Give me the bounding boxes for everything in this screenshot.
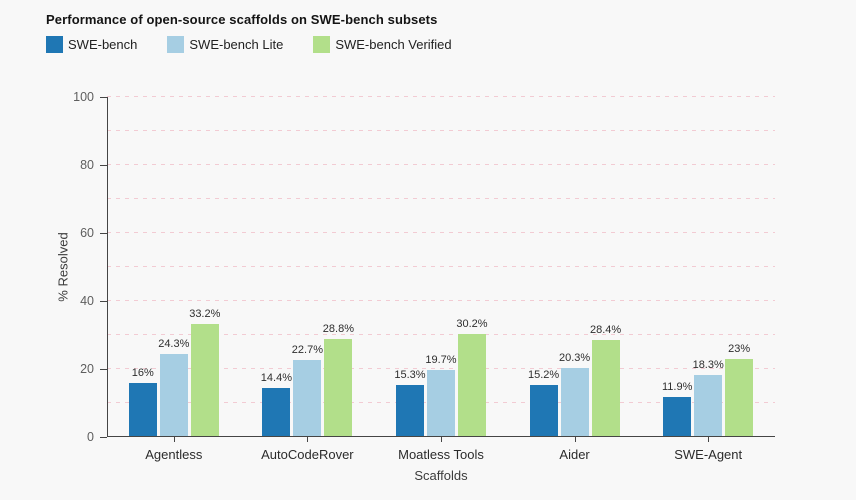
bar-value-label: 22.7% xyxy=(291,343,323,356)
x-axis-line xyxy=(107,436,775,437)
legend-item-swe-bench-verified: SWE-bench Verified xyxy=(313,36,452,53)
gridline xyxy=(107,96,775,97)
bar-swe-bench: 15.3% xyxy=(394,369,426,437)
bar-swe-bench-lite: 20.3% xyxy=(559,352,590,437)
legend-swatch xyxy=(167,36,185,53)
bar-group-autocoderover: 14.4% 22.7% 28.8% AutoCodeRover xyxy=(261,97,354,462)
y-axis-tick xyxy=(100,232,107,234)
legend: SWE-bench SWE-bench Lite SWE-bench Verifie… xyxy=(46,36,452,53)
y-axis-tick-label: 20 xyxy=(80,362,94,376)
gridline xyxy=(107,266,775,267)
gridline xyxy=(107,368,775,369)
legend-label: SWE-bench Verified xyxy=(335,37,452,52)
x-axis-tick xyxy=(307,437,309,442)
bar-group-moatless-tools: 15.3% 19.7% 30.2% Moatless Tools xyxy=(394,97,488,462)
x-axis-category-label: Agentless xyxy=(145,447,203,462)
gridline xyxy=(107,300,775,301)
y-axis-tick xyxy=(100,368,107,370)
bar-value-label: 28.4% xyxy=(589,324,622,337)
bar-swe-bench-verified: 28.4% xyxy=(590,324,621,437)
legend-item-swe-bench: SWE-bench xyxy=(46,36,137,53)
bar-group-swe-agent: 11.9% 18.3% 23% SWE-Agent xyxy=(662,97,754,462)
gridline xyxy=(107,232,775,233)
y-axis-tick xyxy=(100,164,107,166)
bar-swe-bench: 11.9% xyxy=(662,381,692,437)
chart-title: Performance of open-source scaffolds on … xyxy=(46,12,438,27)
bar-value-label: 11.9% xyxy=(661,380,693,393)
bar-value-label: 23% xyxy=(728,342,751,355)
x-axis-category-label: SWE-Agent xyxy=(674,447,743,462)
legend-label: SWE-bench xyxy=(68,37,138,52)
bar-value-label: 19.7% xyxy=(425,354,457,367)
legend-item-swe-bench-lite: SWE-bench Lite xyxy=(167,36,283,53)
bar-swe-bench-lite: 22.7% xyxy=(292,344,323,437)
x-axis-category-label: AutoCodeRover xyxy=(261,447,354,462)
plot-area: 0 20 40 60 80 100 16% 24.3% 33.2% Agentless 14.4%… xyxy=(73,90,775,462)
legend-swatch xyxy=(313,36,331,53)
bar-group-agentless: 16% 24.3% 33.2% Agentless xyxy=(128,97,220,462)
bar-swe-bench-lite: 18.3% xyxy=(693,359,724,437)
bar-value-label: 15.2% xyxy=(527,369,560,382)
bar-group-aider: 15.2% 20.3% 28.4% Aider xyxy=(528,97,621,462)
y-axis-title: % Resolved xyxy=(55,232,71,302)
gridline xyxy=(107,334,775,335)
bar-value-label: 20.3% xyxy=(558,351,591,364)
gridline xyxy=(107,130,775,131)
gridline xyxy=(107,164,775,165)
legend-label: SWE-bench Lite xyxy=(189,37,284,52)
y-axis-tick-label: 100 xyxy=(73,90,94,104)
legend-swatch xyxy=(46,36,63,53)
bar-value-label: 14.4% xyxy=(260,372,292,385)
x-axis-category-label: Aider xyxy=(559,447,590,462)
y-axis-tick xyxy=(100,96,107,98)
x-axis-title: Scaffolds xyxy=(414,468,468,483)
bar-swe-bench: 15.2% xyxy=(528,369,559,437)
x-axis-tick xyxy=(173,437,175,442)
y-axis-tick xyxy=(100,436,107,438)
x-axis-tick xyxy=(440,437,442,442)
bar-value-label: 16% xyxy=(131,366,154,379)
bar-swe-bench-lite: 24.3% xyxy=(158,338,189,437)
bar-value-label: 15.3% xyxy=(394,368,426,381)
bar-series-container: 16% 24.3% 33.2% Agentless 14.4% 22.7% 28.8% Aut… xyxy=(107,97,775,462)
bar-swe-bench: 14.4% xyxy=(261,372,292,437)
x-axis-tick xyxy=(708,437,710,442)
y-axis-tick-label: 0 xyxy=(87,430,94,444)
bar-swe-bench-verified: 33.2% xyxy=(189,308,220,437)
y-axis-tick-label: 40 xyxy=(80,294,94,308)
bar-value-label: 18.3% xyxy=(692,358,724,371)
y-axis-tick xyxy=(100,300,107,302)
x-axis-category-label: Moatless Tools xyxy=(398,447,484,462)
bar-value-label: 28.8% xyxy=(322,323,354,336)
bar-swe-bench-lite: 19.7% xyxy=(425,354,457,437)
bar-swe-bench-verified: 23% xyxy=(725,343,754,437)
y-axis-tick-label: 80 xyxy=(80,158,94,172)
bar-value-label: 30.2% xyxy=(456,318,488,331)
bar-swe-bench-verified: 28.8% xyxy=(323,323,354,437)
y-axis-tick-label: 60 xyxy=(80,226,94,240)
x-axis-tick xyxy=(574,437,576,442)
bar-value-label: 33.2% xyxy=(189,308,221,321)
bar-value-label: 24.3% xyxy=(158,338,190,351)
y-axis-line xyxy=(107,97,108,437)
gridline xyxy=(107,198,775,199)
bar-swe-bench: 16% xyxy=(128,367,157,437)
bar-swe-bench-verified: 30.2% xyxy=(456,318,488,437)
